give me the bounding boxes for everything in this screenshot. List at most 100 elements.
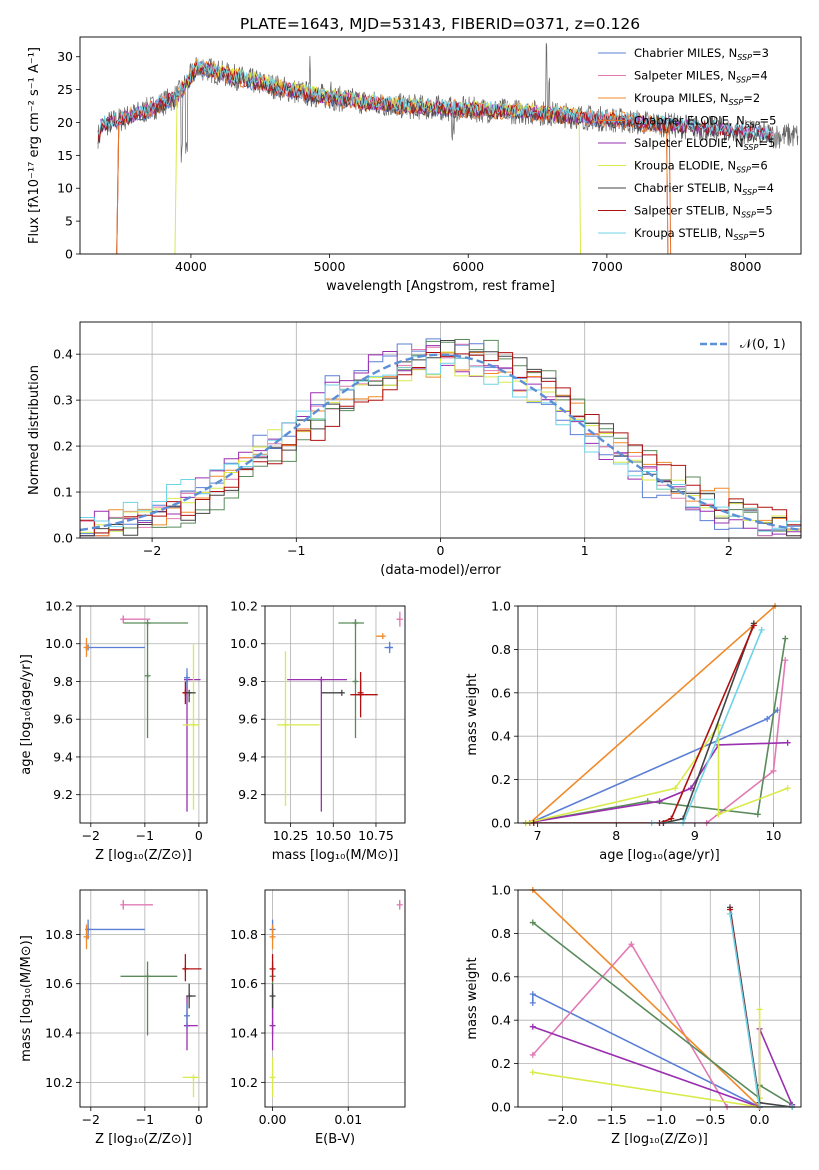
model-spectrum-line — [100, 61, 774, 141]
point-marker — [672, 785, 679, 792]
legend-label: Salpeter MILES, NSSP=4 — [634, 69, 768, 85]
legend-label: Kroupa ELODIE, NSSP=6 — [634, 159, 768, 175]
x-axis-label: Z [log₁₀(Z/Z⊙)] — [95, 1132, 192, 1147]
mass-weight-line — [651, 629, 763, 823]
x-tick-label: 0 — [195, 1112, 203, 1127]
model-spectrum-line — [118, 63, 670, 135]
model-edge-line — [116, 120, 120, 254]
residuals-axes: −2 −1 0 1 2 0.0 0.1 0.2 0.3 0.4 (data-model)/error… — [27, 321, 802, 578]
x-tick-label: 9 — [691, 828, 699, 843]
y-tick-label: 9.8 — [238, 674, 258, 689]
x-axis-label: Z [log₁₀(Z/Z⊙)] — [611, 1132, 708, 1147]
y-tick-label: 25 — [57, 82, 73, 97]
x-tick-label: 0.00 — [259, 1112, 287, 1127]
y-tick-label: 0.2 — [53, 439, 73, 454]
y-axis-label: mass weight — [465, 673, 480, 755]
x-axis-label: wavelength [Angstrom, rest frame] — [326, 279, 555, 294]
x-tick-label: 10.25 — [273, 828, 309, 843]
massweight_vs_Z-axes: −2.0 −1.5 −1.0 −0.5 0.0 0.0 0.2 0.4 0.6 0.8 1.0 Z [… — [465, 883, 802, 1147]
y-tick-label: 30 — [57, 49, 73, 64]
mass-weight-line — [525, 638, 787, 823]
point-marker — [754, 811, 761, 818]
y-axis-label: Normed distribution — [27, 365, 42, 495]
point-marker — [529, 999, 536, 1006]
y-tick-label: 20 — [57, 115, 73, 130]
point-marker — [529, 1069, 536, 1076]
y-tick-label: 0.0 — [491, 1100, 511, 1115]
mass_vs_EBV-axes: 0.00 0.01 10.2 10.4 10.6 10.8 E(B-V) — [230, 889, 406, 1147]
mass-weight-line — [663, 660, 787, 823]
axes-frame — [79, 321, 802, 539]
x-tick-label: −2 — [82, 828, 100, 843]
y-tick-label: 0.6 — [491, 969, 511, 984]
x-axis-label: E(B-V) — [315, 1132, 355, 1147]
x-tick-label: 0.01 — [334, 1112, 362, 1127]
y-tick-label: 10.2 — [230, 1075, 258, 1090]
y-tick-label: 10.2 — [230, 599, 258, 614]
point-marker — [727, 910, 734, 917]
y-tick-label: 9.2 — [53, 787, 73, 802]
axes-frame — [264, 889, 406, 1108]
x-tick-label: 0 — [195, 828, 203, 843]
axes-frame — [79, 36, 802, 255]
point-marker — [750, 622, 757, 629]
spectrum-axes: 4000 5000 6000 7000 8000 0 5 10 15 20 25 30 waveleng… — [27, 36, 802, 294]
point-marker — [770, 767, 777, 774]
y-tick-label: 0.4 — [53, 347, 73, 362]
model-edge-line — [578, 116, 582, 254]
y-tick-label: 5 — [65, 214, 73, 229]
y-tick-label: 9.4 — [238, 749, 258, 764]
y-tick-label: 10 — [57, 181, 73, 196]
figure-title: PLATE=1643, MJD=53143, FIBERID=0371, z=0… — [240, 15, 640, 33]
x-tick-label: −2 — [82, 1112, 100, 1127]
axes-frame — [517, 889, 802, 1108]
point-marker — [782, 635, 789, 642]
x-axis-label: (data-model)/error — [380, 563, 501, 578]
point-marker — [784, 739, 791, 746]
y-tick-label: 10.4 — [45, 1026, 73, 1041]
y-tick-label: 0.4 — [491, 1013, 511, 1028]
x-tick-label: 0 — [437, 543, 445, 558]
x-tick-label: −1 — [136, 1112, 154, 1127]
spectrum-legend: Chabrier MILES, NSSP=3 Salpeter MILES, NS… — [598, 46, 776, 242]
y-tick-label: 0.4 — [491, 729, 511, 744]
y-tick-label: 0.2 — [491, 772, 511, 787]
point-marker — [656, 798, 663, 805]
point-marker — [529, 1051, 536, 1058]
axes-frame — [79, 605, 208, 824]
y-tick-label: 10.0 — [45, 636, 73, 651]
x-tick-label: 4000 — [175, 259, 207, 274]
y-tick-label: 0 — [65, 247, 73, 262]
x-tick-label: −2.0 — [547, 1112, 577, 1127]
axes-frame — [264, 605, 406, 824]
y-tick-label: 10.8 — [230, 927, 258, 942]
y-axis-label: mass [log₁₀(M/M⊙)] — [19, 935, 34, 1062]
x-tick-label: 8000 — [730, 259, 762, 274]
x-tick-label: −1.5 — [596, 1112, 626, 1127]
y-tick-label: 10.6 — [45, 976, 73, 991]
y-tick-label: 10.6 — [230, 976, 258, 991]
point-marker — [687, 785, 694, 792]
y-tick-label: 0.8 — [491, 642, 511, 657]
x-tick-label: 7 — [534, 828, 542, 843]
normal-distribution-curve — [80, 353, 801, 532]
y-tick-label: 0.2 — [491, 1056, 511, 1071]
y-tick-label: 9.6 — [238, 712, 258, 727]
model-spectrum-line — [97, 65, 773, 145]
mass-weight-line — [729, 913, 793, 1107]
mass-weight-line — [532, 890, 761, 1107]
x-tick-label: −1.0 — [646, 1112, 676, 1127]
point-marker — [529, 919, 536, 926]
legend-label: Chabrier ELODIE, NSSP=5 — [634, 114, 776, 130]
y-tick-label: 0.0 — [53, 531, 73, 546]
point-marker — [715, 811, 722, 818]
point-marker — [758, 626, 765, 633]
model-edge-line — [666, 124, 669, 254]
legend-label: Salpeter ELODIE, NSSP=5 — [634, 136, 775, 152]
y-tick-label: 10.2 — [45, 599, 73, 614]
y-tick-label: 1.0 — [491, 599, 511, 614]
mass-weight-line — [529, 606, 776, 823]
mass-weight-line — [532, 1009, 761, 1107]
legend-label: Chabrier STELIB, NSSP=4 — [634, 181, 774, 197]
